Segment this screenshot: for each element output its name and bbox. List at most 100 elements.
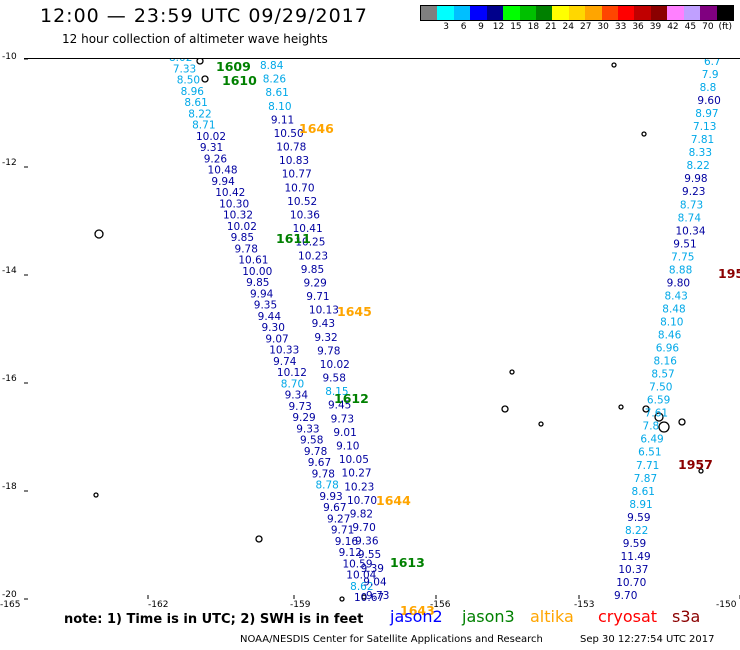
- island-outline: [654, 412, 664, 422]
- track-a-value: 9.31: [200, 142, 223, 154]
- legend-swatch: [716, 6, 734, 20]
- track-b-value: 10.36: [290, 209, 320, 221]
- y-axis-tick: -16: [2, 374, 17, 384]
- track-b-value: 9.85: [301, 264, 324, 276]
- legend-swatch: [503, 6, 520, 20]
- track-a-value: 9.12: [339, 547, 362, 559]
- track-b-value: 8.15: [325, 386, 348, 398]
- track-a-value: 9.26: [204, 153, 228, 165]
- track-b-value: 9.82: [350, 508, 373, 520]
- track-c-value: 8.8: [700, 82, 717, 94]
- track-c-value: 9.98: [684, 173, 707, 185]
- track-a-value: 10.33: [269, 345, 299, 357]
- legend-label: 6: [460, 22, 467, 32]
- track-b-value: 9.29: [303, 277, 326, 289]
- track-b-value: 10.27: [342, 468, 372, 480]
- track-b-value: 9.32: [314, 332, 337, 344]
- track-b-value: 9.43: [312, 318, 335, 330]
- track-a-value: 9.27: [327, 513, 350, 525]
- track-b-value: 8.26: [263, 74, 287, 86]
- legend-label: 45: [684, 22, 697, 32]
- track-a-value: 10.12: [277, 367, 307, 379]
- track-a-value: 9.58: [300, 435, 323, 447]
- track-c-value: 10.70: [616, 577, 646, 589]
- legend-swatch: [667, 6, 684, 20]
- track-a-value: 10.61: [238, 255, 268, 267]
- track-a-value: 9.67: [308, 457, 331, 469]
- legend-swatch: [519, 6, 536, 20]
- island-outline: [611, 62, 617, 68]
- track-a-value: 9.44: [258, 311, 282, 323]
- track-b-value: 9.04: [363, 576, 387, 588]
- track-c-value: 8.43: [664, 290, 687, 302]
- legend-swatch: [650, 6, 668, 20]
- pass-label: 1957: [678, 457, 713, 472]
- island-outline: [678, 418, 686, 426]
- pass-label: 1644: [376, 493, 411, 508]
- track-a-value: 8.50: [177, 75, 200, 87]
- track-a-value: 9.78: [235, 243, 258, 255]
- legend-swatch: [421, 6, 438, 20]
- y-axis-tick: -10: [2, 52, 17, 62]
- color-scale-labels: 3 6 9 12 15 18 21 24 27 30 33 36 39 42 45 70 (ft): [420, 22, 734, 34]
- track-c-value: 11.49: [621, 551, 651, 563]
- y-axis-tick: -18: [2, 482, 17, 492]
- island-outline: [196, 59, 204, 65]
- track-a-value: 9.73: [288, 401, 311, 413]
- track-b-value: 9.45: [328, 400, 351, 412]
- legend-label: 18: [527, 22, 540, 32]
- track-c-value: 7.87: [634, 473, 657, 485]
- track-a-value: 8.62: [350, 581, 373, 593]
- pass-label: 1643: [400, 603, 435, 618]
- satellite-legend-altika: altika: [530, 607, 574, 626]
- track-b-value: 9.55: [358, 549, 381, 561]
- satellite-legend-cryosat: cryosat: [598, 607, 658, 626]
- track-c-value: 8.33: [689, 147, 712, 159]
- track-c-value: 8.57: [651, 369, 674, 381]
- track-b-value: 10.52: [287, 196, 317, 208]
- track-c-value: 7.8: [643, 421, 660, 433]
- track-b-value: 10.25: [295, 237, 325, 249]
- track-a-value: 10.32: [223, 210, 253, 222]
- track-c-value: 8.16: [654, 356, 678, 368]
- satellite-legend-jason2: jason2: [390, 607, 443, 626]
- track-b-value: 9.01: [333, 427, 356, 439]
- legend-swatch: [601, 6, 619, 20]
- island-outline: [642, 405, 650, 413]
- track-c-value: 7.50: [649, 382, 672, 394]
- x-axis-tick: -162: [148, 600, 169, 610]
- legend-swatch: [618, 6, 635, 20]
- legend-label: 27: [579, 22, 592, 32]
- legend-label: 39: [649, 22, 662, 32]
- legend-swatch: [535, 6, 553, 20]
- track-b-value: 10.02: [320, 359, 350, 371]
- legend-label: 3: [443, 22, 450, 32]
- island-outline: [618, 404, 624, 410]
- x-axis-tick: -150: [716, 600, 737, 610]
- pass-label: 1645: [337, 304, 372, 319]
- track-a-value: 9.74: [273, 356, 297, 368]
- track-c-value: 6.49: [640, 434, 663, 446]
- track-a-value: 9.93: [319, 491, 342, 503]
- track-a-value: 10.04: [346, 570, 376, 582]
- track-c-value: 7.9: [702, 69, 719, 81]
- track-c-value: 7.61: [645, 408, 668, 420]
- island-outline: [698, 468, 704, 474]
- legend-label: 24: [562, 22, 574, 32]
- track-b-value: 10.05: [339, 454, 369, 466]
- track-b-value: 9.70: [352, 522, 375, 534]
- pass-label: 1613: [390, 555, 425, 570]
- track-c-value: 7.81: [691, 134, 714, 146]
- pass-label: 1612: [334, 391, 369, 406]
- track-a-value: 8.70: [281, 378, 304, 390]
- track-c-value: 8.91: [629, 499, 652, 511]
- track-c-value: 8.61: [632, 486, 655, 498]
- track-c-value: 8.22: [686, 160, 709, 172]
- track-a-value: 9.71: [331, 525, 354, 537]
- legend-label: 70: [702, 22, 714, 32]
- map-subtitle: 12 hour collection of altimeter wave hei…: [62, 32, 328, 46]
- track-c-value: 9.70: [614, 590, 637, 602]
- track-a-value: 9.78: [312, 468, 335, 480]
- island-outline: [538, 421, 544, 427]
- legend-swatch: [568, 6, 586, 20]
